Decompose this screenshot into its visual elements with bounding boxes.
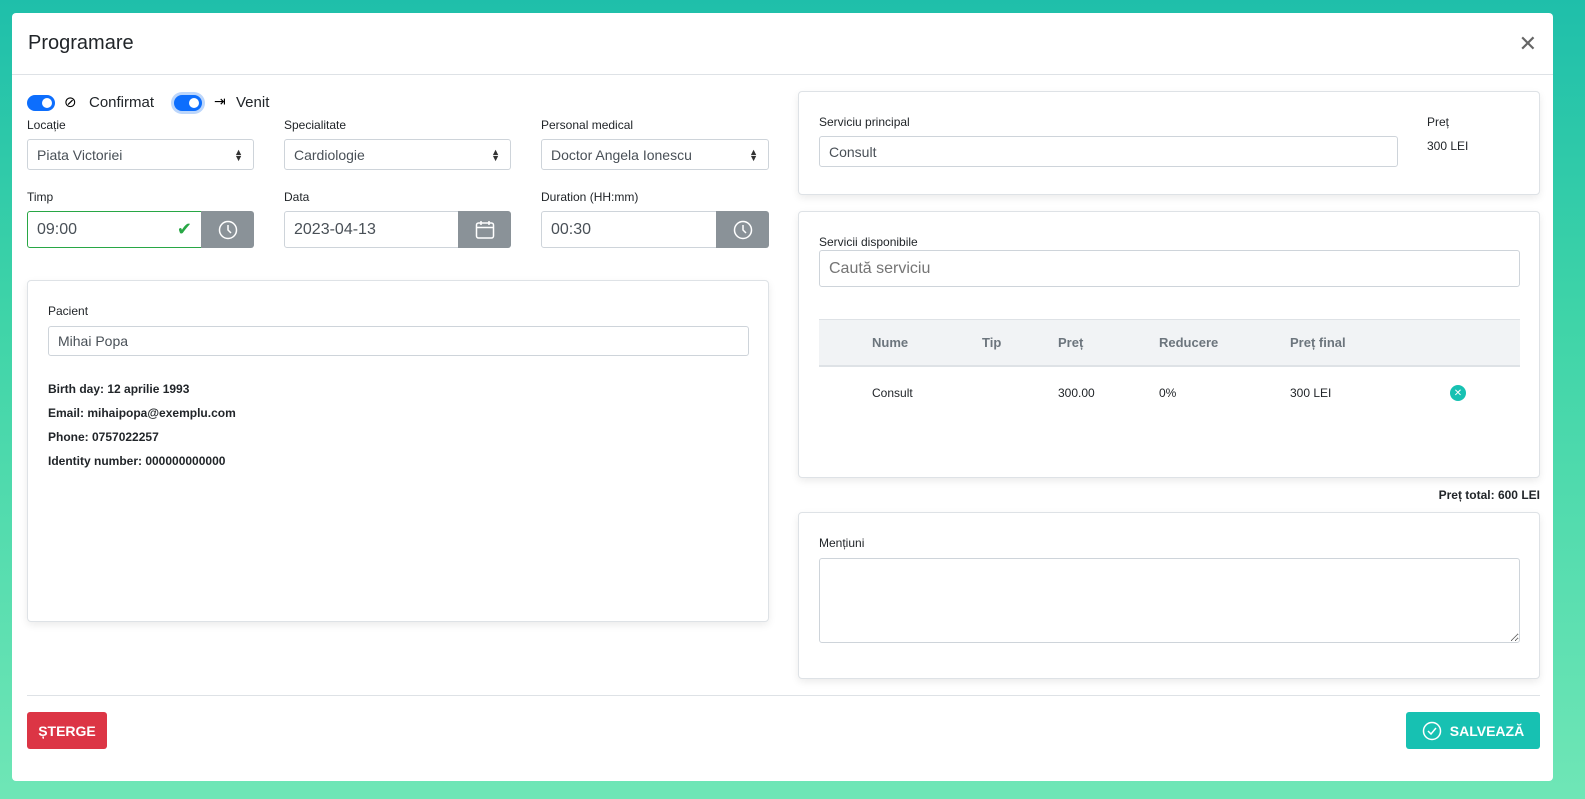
location-select[interactable]: Piata Victoriei ▲ ▼ [27,139,254,170]
close-icon[interactable]: ✕ [1518,30,1537,56]
duration-input[interactable]: 00:30 [541,211,717,248]
staff-value: Doctor Angela Ionescu [551,146,692,163]
cell-name: Consult [872,386,913,400]
patient-identity: Identity number: 000000000000 [48,454,226,468]
specialty-label: Specialitate [284,118,347,132]
modal-header: Programare ✕ [12,13,1553,75]
col-type: Tip [982,334,1002,350]
date-label: Data [284,190,310,204]
services-card: Servicii disponibile Nume Tip Preț Reduc… [798,211,1540,478]
duration-value: 00:30 [551,220,592,238]
select-arrows-icon: ▲ ▼ [749,146,758,163]
arrived-label: Venit [236,94,270,111]
patient-value: Mihai Popa [58,333,129,349]
check-circle-icon: ⊘ [64,94,77,111]
appointment-modal: Programare ✕ ⊘ Confirmat ⇥ Venit Locație… [12,13,1553,781]
notes-card: Mențiuni [798,512,1540,679]
sign-in-icon: ⇥ [214,93,226,109]
patient-email: Email: mihaipopa@exemplu.com [48,406,236,420]
staff-label: Personal medical [541,118,634,132]
clock-icon [218,220,237,239]
time-value: 09:00 [37,220,78,238]
specialty-select[interactable]: Cardiologie ▲ ▼ [284,139,511,170]
time-picker-button[interactable] [201,211,254,248]
time-label: Timp [27,190,54,204]
main-service-input[interactable]: Consult [819,136,1398,167]
duration-label: Duration (HH:mm) [541,190,639,204]
remove-service-icon[interactable]: ✕ [1450,385,1466,402]
calendar-icon [475,220,494,239]
patient-input[interactable]: Mihai Popa [48,326,749,356]
date-value: 2023-04-13 [294,220,376,238]
arrived-toggle[interactable] [174,95,202,111]
cell-final: 300 LEI [1290,386,1332,400]
footer-divider [27,695,1540,696]
location-label: Locație [27,118,66,132]
total-price: Preț total: 600 LEI [1438,488,1540,502]
col-final: Preț final [1290,334,1346,350]
patient-label: Pacient [48,304,89,318]
save-button[interactable]: SALVEAZĂ [1406,712,1540,749]
services-table: Nume Tip Preț Reducere Preț final Consul… [819,319,1520,420]
staff-select[interactable]: Doctor Angela Ionescu ▲ ▼ [541,139,769,170]
main-service-label: Serviciu principal [819,115,910,129]
clock-icon [733,220,752,239]
confirmed-toggle[interactable] [27,95,55,111]
patient-card: Pacient Mihai Popa Birth day: 12 aprilie… [27,280,769,622]
date-input[interactable]: 2023-04-13 [284,211,460,248]
time-input[interactable]: 09:00 ✔ [27,211,203,248]
services-label: Servicii disponibile [819,235,918,249]
service-search-input[interactable] [819,250,1520,287]
select-arrows-icon: ▲ ▼ [491,146,500,163]
patient-birthday: Birth day: 12 aprilie 1993 [48,382,190,396]
duration-picker-button[interactable] [716,211,769,248]
table-row: Consult 300.00 0% 300 LEI ✕ [819,366,1520,420]
modal-title: Programare [28,32,134,54]
delete-label: ȘTERGE [38,722,96,739]
cell-price: 300.00 [1058,386,1095,400]
location-value: Piata Victoriei [37,146,123,163]
check-circle-icon [1422,721,1442,740]
specialty-value: Cardiologie [294,146,365,163]
notes-textarea[interactable] [819,558,1520,643]
save-label: SALVEAZĂ [1449,722,1525,739]
col-discount: Reducere [1159,334,1219,350]
main-price-value: 300 LEI [1427,139,1469,153]
valid-check-icon: ✔ [176,219,192,239]
col-price: Preț [1058,334,1084,350]
cell-discount: 0% [1159,386,1177,400]
main-price-label: Preț [1427,115,1450,129]
select-arrows-icon: ▲ ▼ [234,146,243,163]
cell-type [981,366,1057,420]
patient-phone: Phone: 0757022257 [48,430,159,444]
delete-button[interactable]: ȘTERGE [27,712,107,749]
confirmed-label: Confirmat [89,94,155,111]
main-service-value: Consult [829,143,877,160]
main-service-card: Serviciu principal Consult Preț 300 LEI [798,91,1540,195]
col-name: Nume [872,334,909,350]
date-picker-button[interactable] [458,211,511,248]
notes-label: Mențiuni [819,536,865,550]
